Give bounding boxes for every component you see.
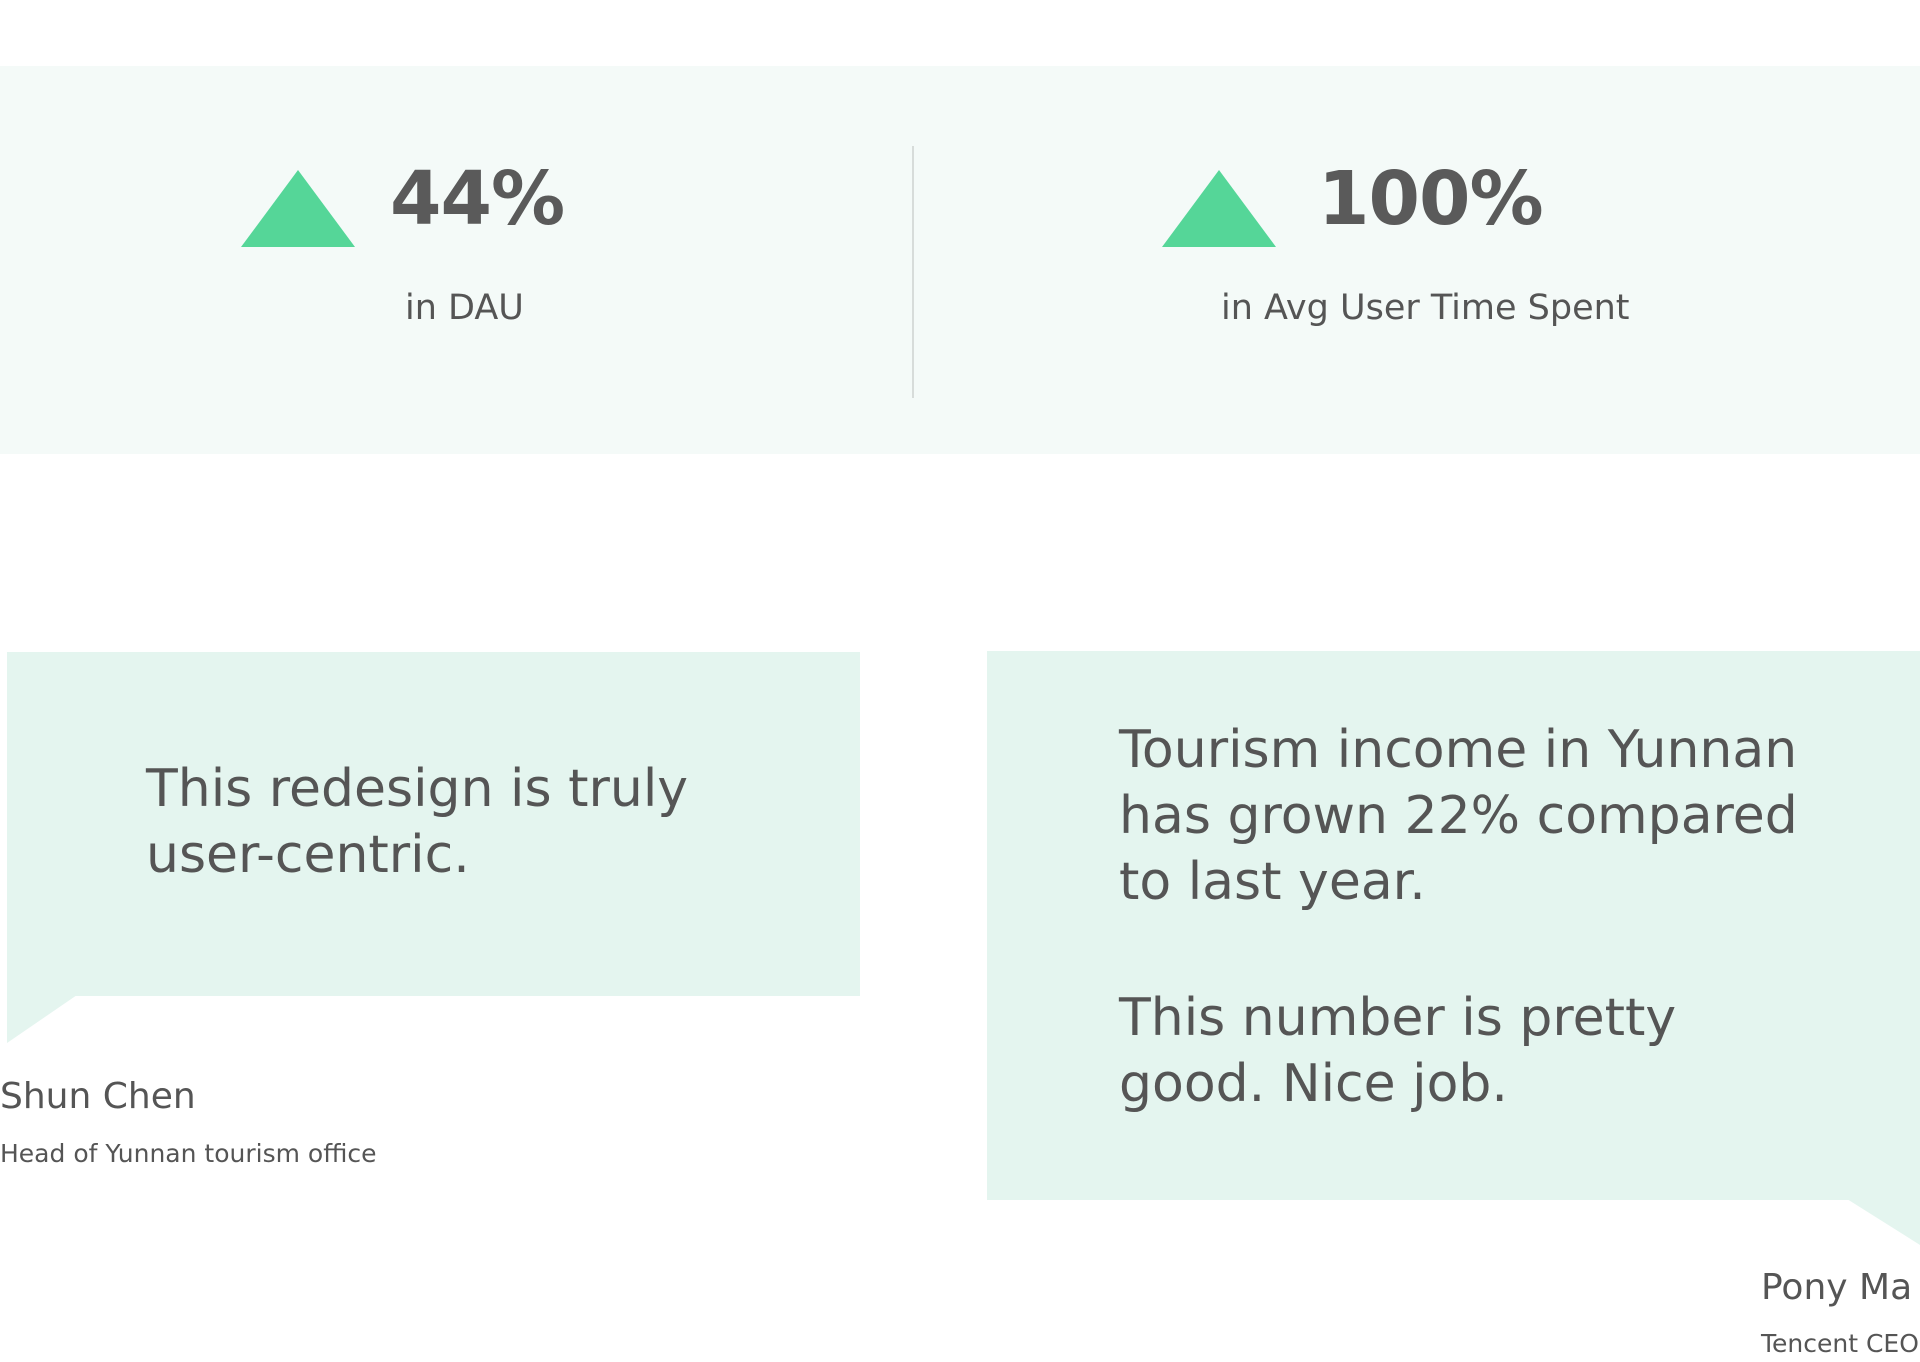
- testimonial-author-title: Head of Yunnan tourism office: [0, 1139, 377, 1168]
- stat-caption: in DAU: [405, 288, 524, 328]
- stats-band: 44% in DAU 100% in Avg User Time Spent: [0, 66, 1920, 454]
- stat-dau: 44% in DAU: [0, 66, 913, 454]
- testimonial-quote-paragraph: This number is pretty good. Nice job.: [1119, 988, 1677, 1114]
- quote-bubble-tail-left: [7, 995, 77, 1043]
- stat-value: 100%: [1318, 156, 1544, 242]
- stat-value: 44%: [390, 156, 565, 242]
- testimonial-author-title: Tencent CEO: [1761, 1329, 1919, 1358]
- stats-divider: [912, 146, 914, 398]
- quote-bubble-left: [7, 652, 860, 996]
- up-triangle-icon: [241, 170, 355, 247]
- testimonial-quote: This redesign is truly user-centric.: [146, 759, 689, 885]
- testimonial-author-name: Pony Ma: [1761, 1267, 1913, 1308]
- testimonial-quote-paragraph: Tourism income in Yunnan has grown 22% c…: [1119, 720, 1798, 912]
- quote-bubble-tail-right: [1847, 1199, 1920, 1245]
- testimonial-author-name: Shun Chen: [0, 1076, 196, 1117]
- stat-time-spent: 100% in Avg User Time Spent: [913, 66, 1920, 454]
- stat-caption: in Avg User Time Spent: [1221, 288, 1630, 328]
- up-triangle-icon: [1162, 170, 1276, 247]
- quote-bubble-right: [987, 651, 1920, 1200]
